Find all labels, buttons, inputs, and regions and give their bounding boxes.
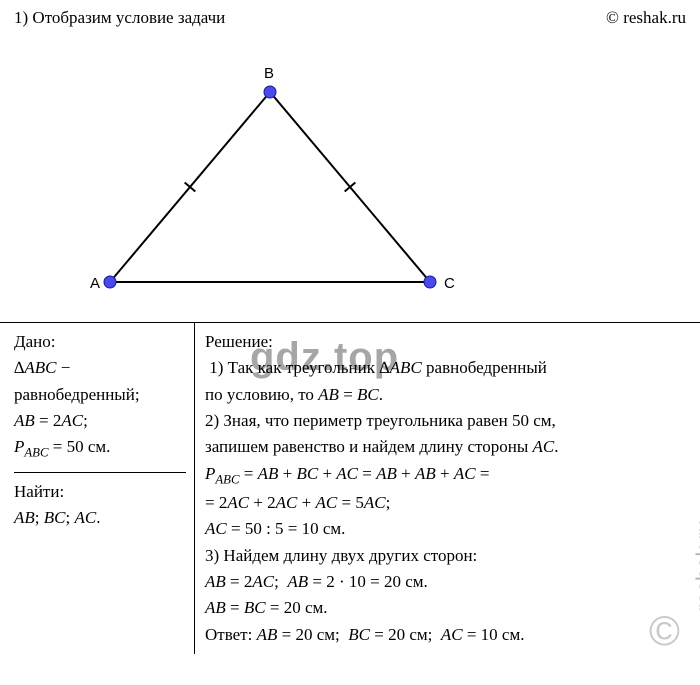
svg-text:B: B (264, 65, 274, 82)
given-heading: Дано: (14, 329, 186, 355)
solution-line: по условию, то AB = BC. (205, 382, 690, 408)
find-block: Найти: AB; BC; AC. (14, 479, 186, 532)
given-find-column: Дано: ∆ABC − равнобедренный; AB = 2AC; P… (0, 323, 195, 654)
svg-text:C: C (444, 275, 455, 292)
solution-line: AB = BC = 20 см. (205, 595, 690, 621)
solution-line: PABC = AB + BC + AC = AB + AB + AC = (205, 461, 690, 490)
solution-line: AC = 50 : 5 = 10 см. (205, 516, 690, 542)
solution-line: Ответ: AB = 20 см; BC = 20 см; AC = 10 с… (205, 622, 690, 648)
given-block: Дано: ∆ABC − равнобедренный; AB = 2AC; P… (14, 329, 186, 473)
find-heading: Найти: (14, 479, 186, 505)
watermark-copyright-icon: © (649, 607, 680, 655)
given-line: AB = 2AC; (14, 408, 186, 434)
triangle-diagram: A B C (0, 32, 700, 322)
svg-text:A: A (90, 275, 100, 292)
step-title: 1) Отобразим условие задачи (14, 8, 225, 28)
solution-line: = 2AC + 2AC + AC = 5AC; (205, 490, 690, 516)
given-line: ∆ABC − (14, 355, 186, 381)
solution-line: 2) Зная, что периметр треугольника равен… (205, 408, 690, 434)
find-line: AB; BC; AC. (14, 505, 186, 531)
copyright-text: © reshak.ru (606, 8, 686, 28)
solution-line: AB = 2AC; AB = 2 · 10 = 20 см. (205, 569, 690, 595)
solution-line: 3) Найдем длину двух других сторон: (205, 543, 690, 569)
given-line: равнобедренный; (14, 382, 186, 408)
watermark-large: gdz.top (250, 335, 399, 380)
given-line: PABC = 50 см. (14, 434, 186, 463)
solution-line: запишем равенство и найдем длину стороны… (205, 434, 690, 460)
watermark-side: reshak.ru (692, 520, 700, 612)
